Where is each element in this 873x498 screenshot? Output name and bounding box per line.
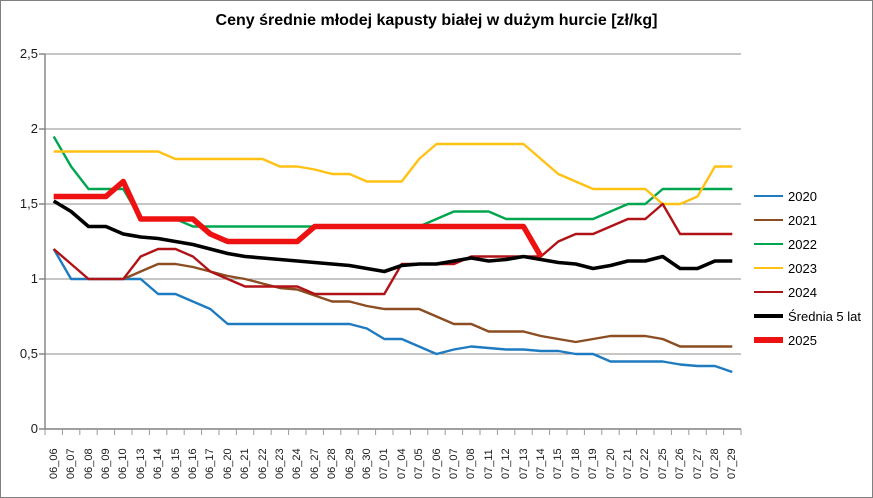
legend-item-2020: 2020 (754, 184, 861, 208)
x-axis-label: 07_25 (656, 448, 669, 479)
x-axis-label: 07_19 (587, 448, 600, 479)
legend-label: Średnia 5 lat (788, 308, 861, 324)
y-axis-label: 0,5 (19, 346, 38, 361)
series-line-2023 (53, 142, 733, 206)
x-axis-label: 06_16 (186, 448, 199, 479)
x-axis-label: 07_27 (691, 448, 704, 479)
x-axis-label: 07_26 (674, 448, 687, 479)
y-axis-label: 1 (30, 271, 38, 286)
x-axis-label: 07_01 (378, 448, 391, 479)
x-axis-label: 06_10 (117, 448, 130, 479)
x-axis-label: 06_09 (99, 448, 112, 479)
x-axis-label: 07_22 (639, 448, 652, 479)
x-axis-label: 06_07 (65, 448, 78, 479)
legend-item-2023: 2023 (754, 256, 861, 280)
legend-line-sample (754, 195, 783, 197)
y-axis-label: 2 (30, 121, 38, 136)
series-line-2025 (53, 178, 544, 258)
legend-label: 2020 (788, 188, 817, 204)
x-axis-label: 06_24 (291, 448, 304, 479)
legend-line-sample (754, 219, 783, 221)
x-axis-label: 07_29 (726, 448, 739, 479)
legend-item-2025: 2025 (754, 328, 861, 352)
legend-label: 2024 (788, 284, 817, 300)
x-axis-label: 07_15 (552, 448, 565, 479)
series-line-2021 (122, 262, 733, 348)
x-axis-label: 07_07 (447, 448, 460, 479)
x-axis-label: 06_23 (273, 448, 286, 479)
x-axis-label: 07_20 (604, 448, 617, 479)
legend-line-sample (754, 243, 783, 245)
x-axis-label: 07_21 (621, 448, 634, 479)
legend-label: 2023 (788, 260, 817, 276)
legend-line-sample (754, 267, 783, 269)
legend-line-sample (754, 337, 783, 343)
x-axis-label: 06_14 (152, 448, 165, 479)
legend-line-sample (754, 314, 783, 318)
x-axis-label: 07_05 (413, 448, 426, 479)
x-axis-label: 06_28 (326, 448, 339, 479)
x-axis-label: 06_27 (308, 448, 321, 479)
legend-line-sample (754, 291, 783, 293)
x-axis-label: 06_17 (204, 448, 217, 479)
legend-item-2022: 2022 (754, 232, 861, 256)
legend-label: 2025 (788, 332, 817, 348)
x-axis-label: 06_15 (169, 448, 182, 479)
x-axis-label: 07_12 (500, 448, 513, 479)
y-axis-label: 0 (30, 421, 38, 436)
x-axis-label: 07_14 (534, 448, 547, 479)
x-axis-label: 07_08 (465, 448, 478, 479)
legend-item-2021: 2021 (754, 208, 861, 232)
y-axis-label: 1,5 (19, 196, 38, 211)
x-axis-label: 07_18 (569, 448, 582, 479)
x-axis-label: 06_13 (134, 448, 147, 479)
x-axis-label: 06_06 (47, 448, 60, 479)
x-axis-label: 06_29 (343, 448, 356, 479)
legend: 2020 2021 2022 2023 2024 Średnia 5 lat 2025 (754, 184, 861, 352)
legend-label: 2022 (788, 236, 817, 252)
series-line-średnia-5-lat (52, 199, 733, 274)
legend-item-2024: 2024 (754, 280, 861, 304)
series-line-2020 (52, 248, 733, 374)
legend-label: 2021 (788, 212, 817, 228)
x-axis-label: 06_20 (221, 448, 234, 479)
x-axis-label: 06_21 (239, 448, 252, 479)
x-axis-label: 07_06 (430, 448, 443, 479)
series-line-2024 (52, 202, 733, 296)
y-axis-label: 2,5 (19, 46, 38, 61)
x-axis-label: 07_28 (708, 448, 721, 479)
x-axis-label: 06_30 (360, 448, 373, 479)
legend-item-średnia-5-lat: Średnia 5 lat (754, 304, 861, 328)
chart-title: Ceny średnie młodej kapusty białej w duż… (215, 12, 658, 29)
x-axis-label: 07_04 (395, 448, 408, 479)
x-axis-label: 07_13 (517, 448, 530, 479)
x-axis-label: 07_11 (482, 449, 495, 479)
x-axis-label: 06_08 (82, 448, 95, 479)
x-axis-label: 06_22 (256, 448, 269, 479)
